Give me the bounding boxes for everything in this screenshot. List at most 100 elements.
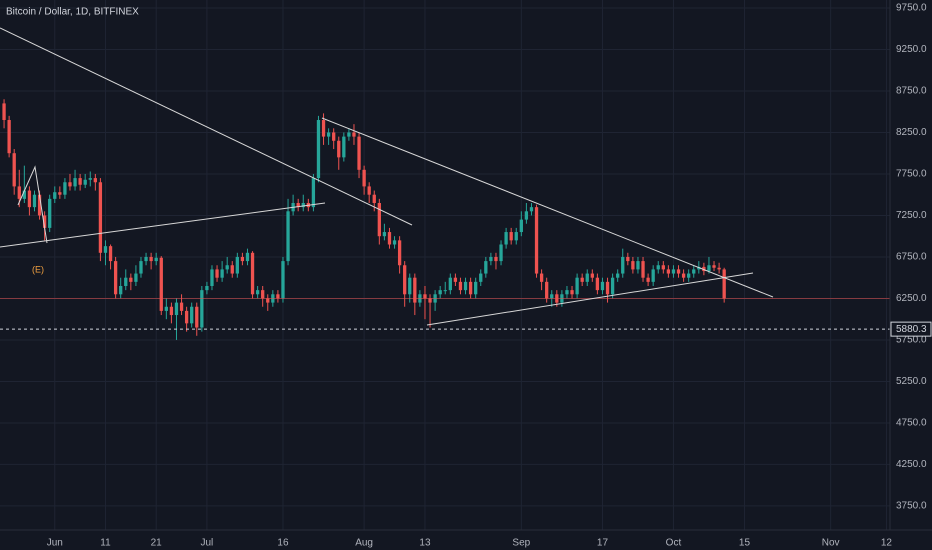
price-label: 5880.3: [896, 324, 927, 335]
candle-body: [129, 277, 133, 282]
candle-body: [316, 120, 321, 179]
y-tick-label: 7250.0: [896, 210, 927, 221]
x-tick-label: Jul: [201, 538, 214, 549]
candle-body: [210, 269, 214, 286]
candle-body: [321, 120, 326, 137]
candle-body: [32, 194, 37, 208]
candle-body: [190, 306, 194, 324]
candle-body: [200, 290, 204, 328]
y-tick-label: 6250.0: [896, 293, 927, 304]
candle-body: [494, 256, 498, 262]
candle-body: [88, 178, 92, 180]
candle-body: [113, 261, 118, 295]
candle-body: [428, 298, 432, 303]
candle-body: [17, 186, 21, 199]
candle-body: [352, 132, 356, 137]
candle-body: [83, 179, 87, 185]
candle-body: [692, 269, 696, 274]
candle-body: [499, 244, 503, 262]
candle-body: [656, 265, 660, 270]
candle-body: [144, 256, 148, 262]
y-tick-label: 8750.0: [896, 86, 927, 97]
candle-body: [12, 153, 16, 187]
x-tick-label: Aug: [355, 538, 373, 549]
candle-body: [610, 277, 615, 295]
candle-body: [255, 290, 260, 295]
candle-body: [616, 273, 620, 278]
candle-body: [539, 273, 544, 282]
candle-body: [661, 265, 665, 270]
candle-body: [195, 306, 199, 328]
candle-body: [529, 207, 534, 212]
candle-body: [53, 192, 57, 199]
candle-body: [509, 232, 513, 241]
candle-body: [7, 120, 11, 154]
candle-body: [387, 232, 392, 245]
x-tick-label: 17: [597, 538, 609, 549]
candle-body: [687, 273, 691, 278]
y-tick-label: 4250.0: [896, 459, 927, 470]
candle-body: [154, 257, 158, 262]
candle-body: [676, 269, 681, 274]
trend-lines: [0, 27, 774, 326]
candle-body: [342, 136, 346, 158]
candle-body: [712, 265, 716, 268]
candle-body: [600, 281, 605, 291]
trend-line: [426, 272, 754, 326]
y-tick-label: 5250.0: [896, 376, 927, 387]
candle-body: [443, 290, 447, 292]
y-tick-label: 6750.0: [896, 252, 927, 263]
candle-body: [707, 265, 711, 272]
candle-body: [58, 192, 62, 195]
candle-body: [311, 178, 316, 208]
candle-body: [458, 281, 463, 291]
candle-body: [631, 261, 635, 270]
candle-body: [357, 136, 361, 170]
y-tick-label: 9750.0: [896, 3, 927, 14]
candle-body: [332, 132, 336, 141]
trend-line: [321, 117, 774, 298]
candle-body: [261, 290, 265, 299]
candle-body: [636, 261, 640, 270]
candle-body: [545, 281, 549, 299]
candle-body: [534, 207, 539, 274]
x-tick-label: Nov: [822, 538, 840, 549]
x-tick-label: 15: [739, 538, 751, 549]
candle-body: [367, 186, 371, 195]
candle-body: [225, 265, 229, 270]
candle-body: [621, 256, 625, 274]
candle-body: [468, 281, 473, 295]
y-tick-label: 9250.0: [896, 44, 927, 55]
candle-body: [580, 277, 584, 282]
candle-body: [372, 194, 376, 204]
candle-body: [149, 256, 153, 262]
x-tick-label: 21: [151, 538, 163, 549]
candle-body: [590, 273, 594, 278]
candle-body: [702, 266, 706, 272]
candle-body: [164, 306, 168, 311]
candle-body: [671, 269, 676, 274]
annotation: (E): [32, 264, 44, 274]
candle-body: [63, 182, 67, 195]
y-tick-label: 5750.0: [896, 335, 927, 346]
candle-body: [377, 203, 381, 237]
x-tick-label: Oct: [666, 538, 682, 549]
candle-body: [641, 261, 645, 278]
trend-line: [0, 202, 326, 248]
x-tick-label: 13: [419, 538, 431, 549]
candle-body: [68, 182, 72, 187]
chart-title: Bitcoin / Dollar, 1D, BITFINEX: [6, 7, 139, 18]
candle-body: [184, 310, 189, 324]
candle-body: [489, 256, 493, 262]
candle-body: [484, 261, 488, 274]
candle-body: [392, 240, 397, 245]
candle-body: [626, 256, 630, 262]
candle-body: [504, 232, 508, 245]
x-tick-label: Sep: [512, 538, 530, 549]
candle-body: [78, 178, 82, 185]
candle-body: [514, 232, 518, 241]
candle-body: [722, 269, 726, 299]
x-tick-label: 16: [277, 538, 289, 549]
candle-body: [337, 140, 341, 158]
